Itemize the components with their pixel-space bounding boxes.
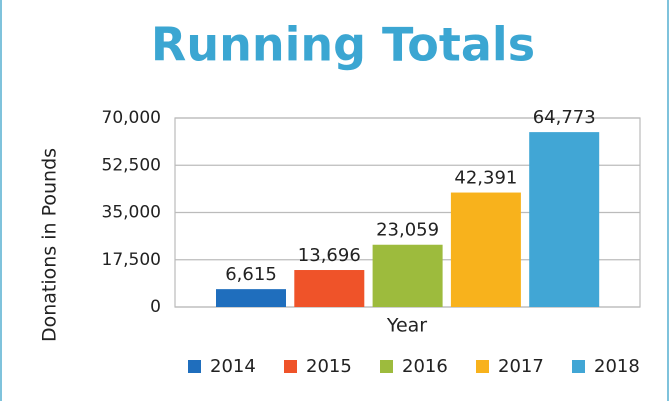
x-axis-label: Year bbox=[386, 315, 427, 337]
legend-label: 2014 bbox=[210, 356, 256, 377]
bar bbox=[294, 270, 365, 307]
data-label: 6,615 bbox=[225, 264, 277, 285]
legend-swatch bbox=[572, 360, 585, 373]
bar bbox=[372, 244, 443, 307]
data-label: 42,391 bbox=[454, 168, 517, 189]
y-tick-label: 0 bbox=[150, 297, 161, 317]
y-axis-label: Donations in Pounds bbox=[39, 148, 61, 342]
legend-label: 2018 bbox=[594, 356, 640, 377]
legend-swatch bbox=[380, 360, 393, 373]
legend-swatch bbox=[188, 360, 201, 373]
data-label: 23,059 bbox=[376, 220, 439, 241]
y-tick-label: 70,000 bbox=[102, 108, 161, 128]
data-label: 13,696 bbox=[298, 245, 361, 266]
bar bbox=[450, 192, 521, 307]
legend-swatch bbox=[284, 360, 297, 373]
legend-swatch bbox=[476, 360, 489, 373]
bar bbox=[216, 289, 286, 307]
data-label: 64,773 bbox=[533, 107, 596, 128]
bar bbox=[529, 132, 600, 307]
chart-title: Running Totals bbox=[151, 18, 535, 72]
y-tick-label: 52,500 bbox=[102, 155, 161, 175]
legend-label: 2017 bbox=[498, 356, 544, 377]
y-tick-label: 35,000 bbox=[102, 203, 161, 223]
legend-label: 2016 bbox=[402, 356, 448, 377]
legend-label: 2015 bbox=[306, 356, 352, 377]
y-tick-label: 17,500 bbox=[102, 250, 161, 270]
